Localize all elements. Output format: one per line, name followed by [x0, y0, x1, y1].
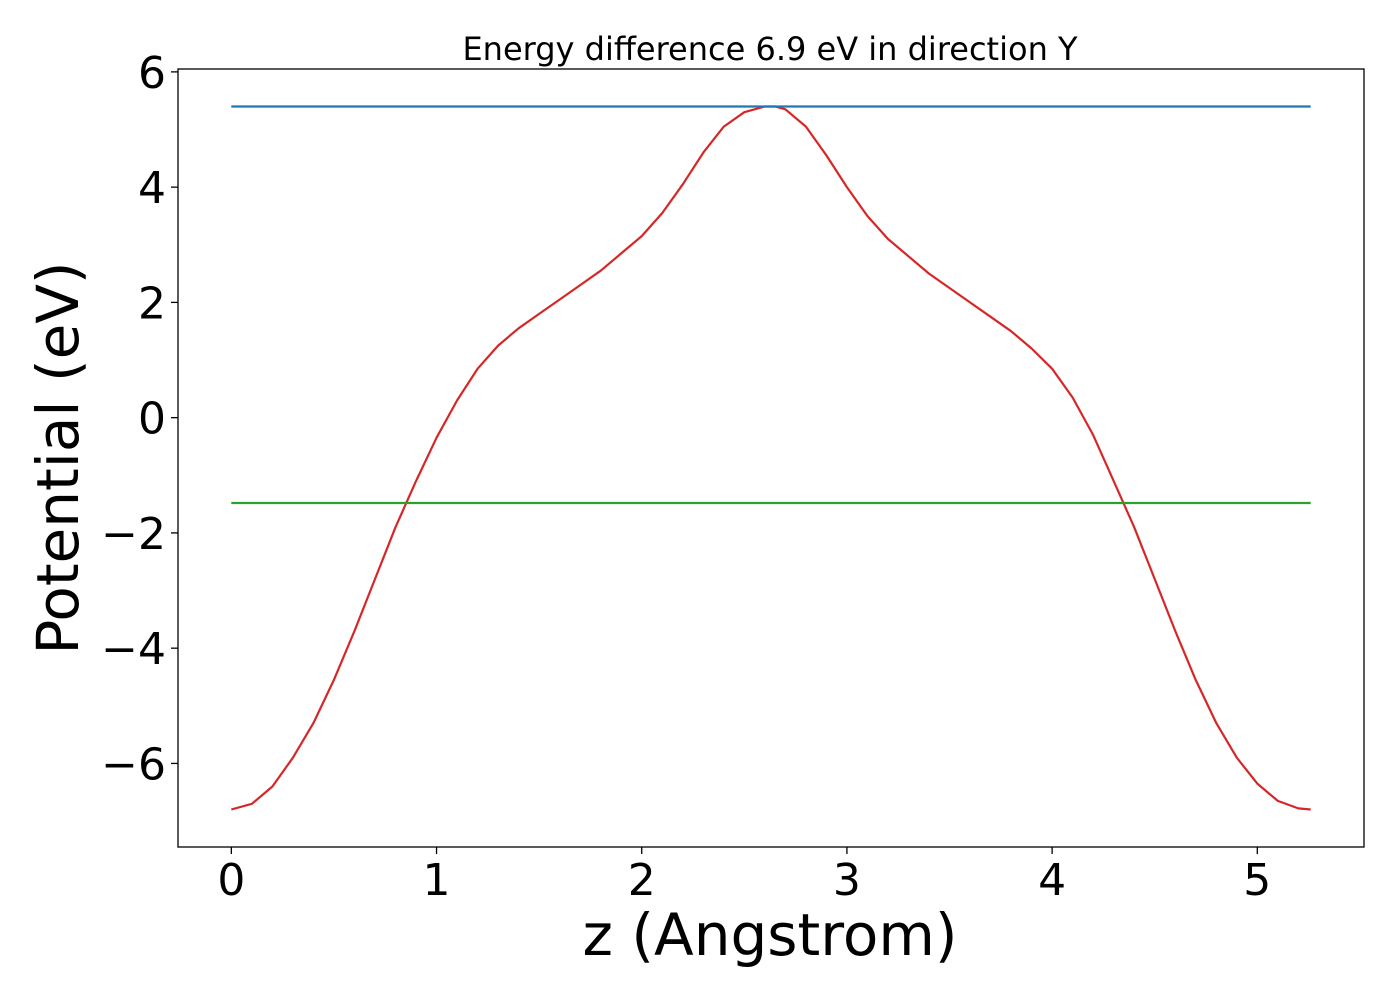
y-tick-label: 0	[138, 394, 166, 445]
x-axis-ticks: 0 1 2 3 4 5	[217, 847, 1271, 906]
plot-lines	[231, 105, 1311, 811]
y-tick-label: 4	[138, 163, 166, 214]
y-tick-label: 6	[138, 48, 166, 99]
y-axis-label: Potential (eV)	[24, 261, 92, 654]
potential-line	[231, 105, 1311, 811]
chart-title: Energy difference 6.9 eV in direction Y	[462, 30, 1078, 68]
x-tick-label: 3	[833, 855, 861, 906]
y-tick-label: −4	[101, 624, 166, 675]
x-tick-label: 2	[628, 855, 656, 906]
y-tick-label: −2	[101, 509, 166, 560]
x-tick-label: 5	[1243, 855, 1271, 906]
x-tick-label: 4	[1038, 855, 1066, 906]
x-tick-label: 0	[217, 855, 245, 906]
y-axis-ticks: −6 −4 −2 0 2 4 6	[101, 48, 178, 790]
y-tick-label: −6	[101, 739, 166, 790]
y-tick-label: 2	[138, 278, 166, 329]
x-axis-label: z (Angstrom)	[583, 901, 958, 969]
x-tick-label: 1	[423, 855, 451, 906]
plot-frame	[177, 68, 1365, 848]
